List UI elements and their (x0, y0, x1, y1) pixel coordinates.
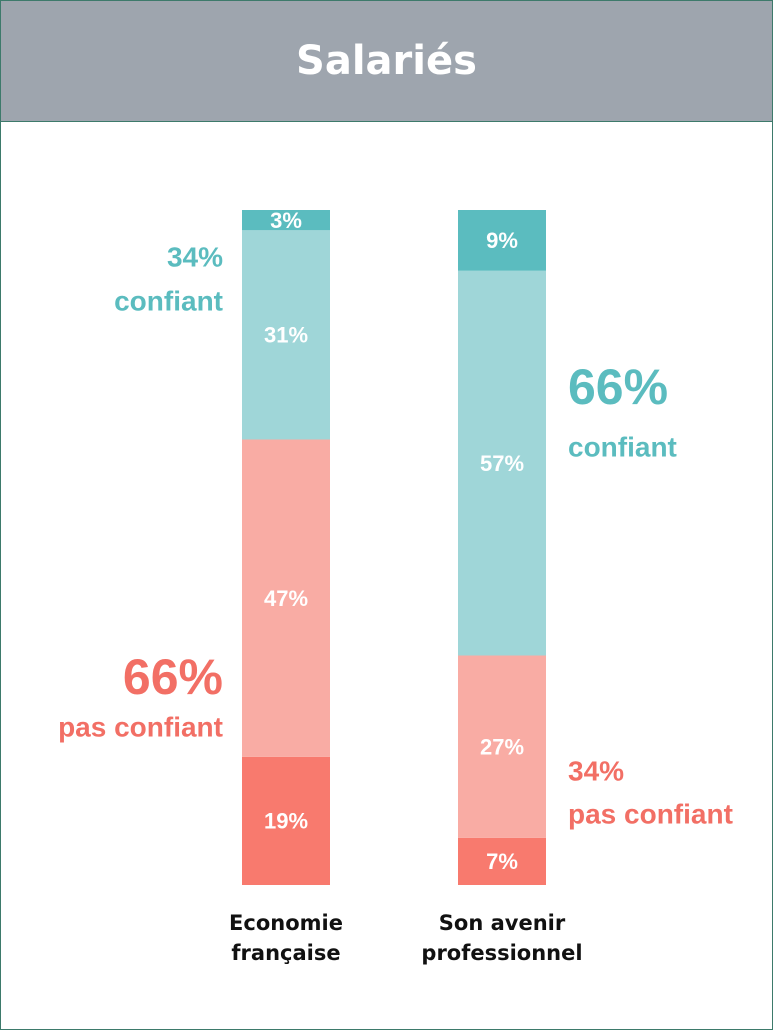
annotation-value: 34% (167, 241, 223, 272)
bar-segment (458, 270, 546, 656)
annotation-label: confiant (114, 285, 223, 316)
bar-segment (242, 439, 330, 757)
segment-label: 9% (486, 228, 518, 253)
bar-segment (458, 655, 546, 838)
annotation-label: pas confiant (58, 711, 223, 742)
chart-title: Salariés (1, 1, 772, 122)
segment-label: 3% (270, 208, 302, 233)
bar-segment (242, 756, 330, 885)
annotation-value: 66% (123, 649, 223, 705)
x-tick-label: Economie française (229, 911, 343, 965)
segment-label: 47% (264, 586, 308, 611)
segment-label: 19% (264, 809, 308, 834)
segment-label: 27% (480, 734, 524, 759)
bar-segment (458, 210, 546, 271)
annotation-label: pas confiant (568, 798, 733, 829)
bar-segment (242, 210, 330, 231)
annotation-value: 66% (568, 359, 668, 415)
annotation-label: confiant (568, 431, 677, 462)
bar-segment (242, 230, 330, 440)
x-tick-label: Son avenir professionnel (421, 911, 583, 965)
segment-label: 31% (264, 323, 308, 348)
segment-label: 57% (480, 451, 524, 476)
annotation-value: 34% (568, 755, 624, 786)
bar-segment (458, 837, 546, 885)
segment-label: 7% (486, 849, 518, 874)
